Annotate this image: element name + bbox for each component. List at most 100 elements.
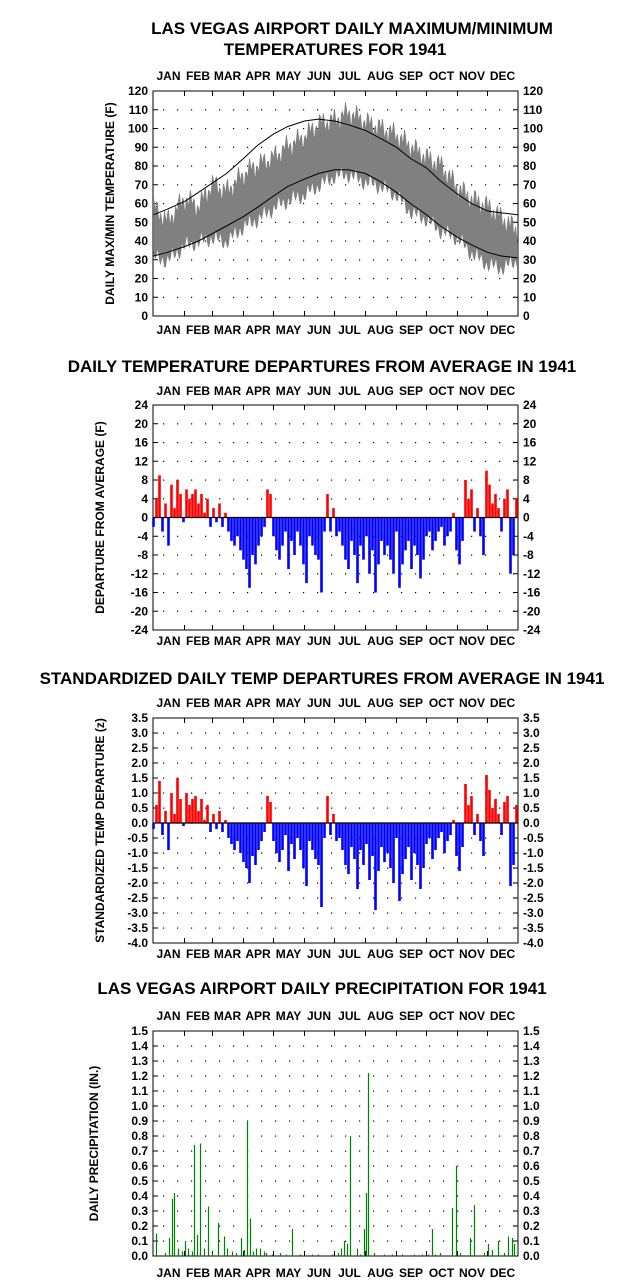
bar	[392, 517, 395, 574]
y-tick-label-right: 100	[523, 122, 543, 136]
month-label-bottom: JUN	[307, 947, 331, 961]
grid-dot	[331, 882, 333, 884]
bar	[203, 1248, 206, 1256]
bar	[266, 489, 269, 518]
grid-dot	[415, 1045, 417, 1047]
grid-dot	[471, 460, 473, 462]
grid-dot	[499, 792, 501, 794]
grid-dot	[205, 897, 207, 899]
bar	[326, 494, 329, 518]
bar	[323, 517, 326, 532]
bar	[233, 517, 236, 546]
grid-dot	[485, 1060, 487, 1062]
grid-dot	[205, 1135, 207, 1137]
y-tick-label-left: 90	[135, 140, 149, 154]
y-tick-label-left: 0.3	[131, 1204, 148, 1218]
month-label-bottom: AUG	[367, 947, 394, 961]
grid-dot	[177, 460, 179, 462]
grid-dot	[275, 592, 277, 594]
grid-dot	[247, 762, 249, 764]
grid-dot	[387, 259, 389, 261]
y-tick-label-left: 0.5	[131, 801, 148, 815]
grid-dot	[233, 1135, 235, 1137]
bar	[323, 823, 326, 838]
grid-dot	[247, 128, 249, 130]
month-label-bottom: AUG	[367, 634, 394, 648]
bar	[155, 805, 158, 823]
bar	[314, 517, 317, 555]
grid-dot	[205, 747, 207, 749]
grid-dot	[415, 1105, 417, 1107]
grid-dot	[415, 882, 417, 884]
grid-dot	[163, 912, 165, 914]
bar	[470, 489, 473, 518]
bar	[386, 823, 389, 853]
month-label-top: AUG	[367, 384, 394, 398]
y-tick-label-right: 0.0	[523, 816, 540, 830]
grid-dot	[345, 1075, 347, 1077]
grid-dot	[303, 592, 305, 594]
grid-dot	[233, 1120, 235, 1122]
month-label-bottom: APR	[245, 947, 271, 961]
month-label-bottom: OCT	[429, 1266, 455, 1280]
grid-dot	[401, 807, 403, 809]
grid-dot	[485, 1165, 487, 1167]
bar	[395, 823, 398, 838]
grid-dot	[163, 1045, 165, 1047]
grid-dot	[317, 573, 319, 575]
grid-dot	[387, 912, 389, 914]
bar	[302, 517, 305, 565]
bar	[215, 823, 218, 829]
grid-dot	[499, 1135, 501, 1137]
grid-dot	[387, 1150, 389, 1152]
grid-dot	[387, 762, 389, 764]
grid-dot	[177, 852, 179, 854]
bar	[458, 517, 461, 565]
grid-dot	[345, 777, 347, 779]
grid-dot	[331, 442, 333, 444]
grid-dot	[359, 479, 361, 481]
grid-dot	[219, 1225, 221, 1227]
grid-dot	[289, 1195, 291, 1197]
bar	[491, 1250, 494, 1256]
grid-dot	[415, 479, 417, 481]
grid-dot	[261, 1060, 263, 1062]
month-label-bottom: JUL	[338, 323, 361, 337]
grid-dot	[345, 1135, 347, 1137]
bar	[152, 823, 155, 829]
grid-dot	[457, 897, 459, 899]
bar	[227, 517, 230, 532]
grid-dot	[163, 807, 165, 809]
grid-dot	[205, 573, 207, 575]
grid-dot	[289, 762, 291, 764]
grid-dot	[177, 1105, 179, 1107]
y-tick-label-right: -4.0	[523, 936, 544, 950]
grid-dot	[457, 777, 459, 779]
grid-dot	[261, 296, 263, 298]
grid-dot	[373, 460, 375, 462]
y-tick-label-right: 0.2	[523, 1219, 540, 1233]
grid-dot	[219, 498, 221, 500]
grid-dot	[205, 165, 207, 167]
month-label-bottom: JUL	[338, 947, 361, 961]
grid-dot	[471, 442, 473, 444]
grid-dot	[415, 1090, 417, 1092]
grid-dot	[485, 1090, 487, 1092]
bar	[371, 823, 374, 856]
grid-dot	[219, 882, 221, 884]
bar	[350, 517, 353, 541]
grid-dot	[429, 792, 431, 794]
grid-dot	[471, 927, 473, 929]
grid-dot	[233, 573, 235, 575]
grid-dot	[373, 109, 375, 111]
grid-dot	[191, 1045, 193, 1047]
grid-dot	[219, 423, 221, 425]
grid-dot	[373, 912, 375, 914]
grid-dot	[331, 460, 333, 462]
grid-dot	[373, 573, 375, 575]
grid-dot	[443, 927, 445, 929]
grid-dot	[205, 1045, 207, 1047]
bar	[419, 517, 422, 579]
grid-dot	[261, 1135, 263, 1137]
